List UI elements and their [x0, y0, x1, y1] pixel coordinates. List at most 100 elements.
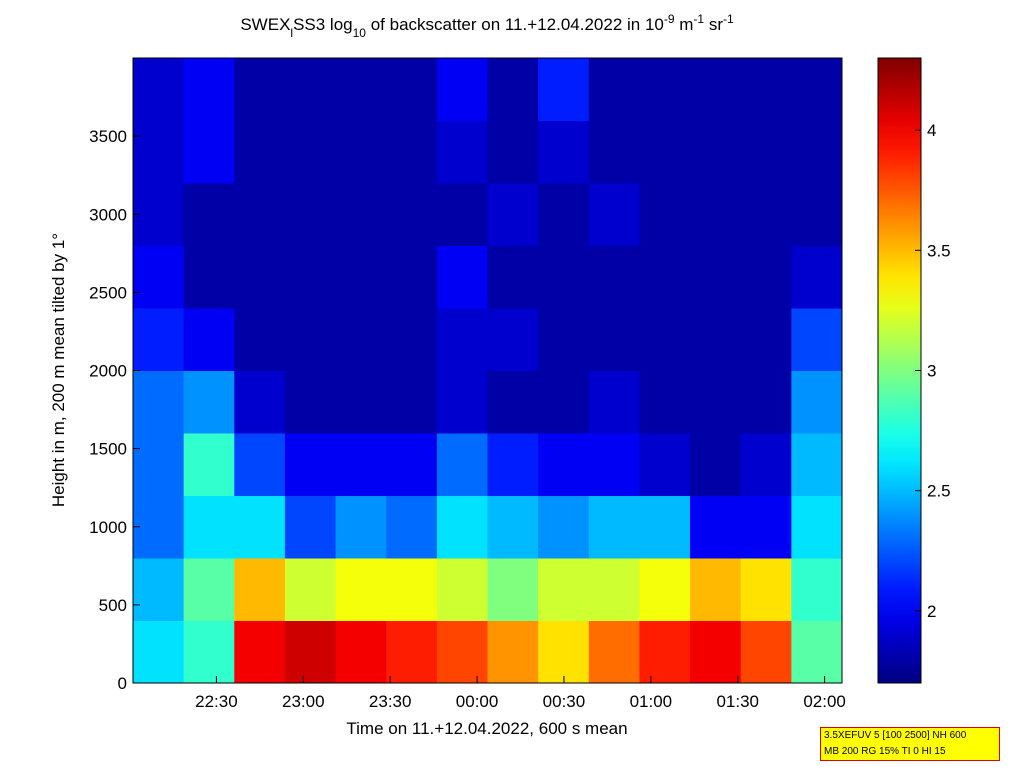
x-tick-label: 01:30	[716, 692, 759, 711]
heatmap-cell	[436, 558, 488, 621]
heatmap-cell	[588, 245, 640, 309]
heatmap-cell	[436, 495, 488, 559]
heatmap-cell	[284, 620, 337, 684]
heatmap-cell	[183, 120, 235, 184]
heatmap-cell	[436, 120, 488, 184]
heatmap-cell	[487, 58, 539, 121]
chart-title: SWEXlSS3 log10 of backscatter on 11.+12.…	[240, 12, 734, 40]
heatmap-cell	[386, 58, 438, 121]
heatmap-cell	[740, 308, 792, 371]
heatmap-cell	[639, 620, 691, 684]
heatmap-cell	[538, 433, 590, 496]
heatmap-cell	[335, 183, 387, 246]
y-tick-label: 500	[99, 596, 127, 615]
heatmap-cell	[740, 433, 792, 496]
y-tick-label: 1500	[89, 440, 127, 459]
heatmap-cell	[538, 558, 590, 621]
heatmap-cell	[183, 558, 235, 621]
heatmap-cell	[234, 308, 286, 371]
heatmap-cell	[538, 120, 590, 184]
heatmap-cell	[284, 183, 337, 246]
heatmap-cell	[436, 183, 488, 246]
y-tick-label: 1000	[89, 518, 127, 537]
title-part: of backscatter on 11.+12.04.2022 in 10	[366, 15, 664, 34]
heatmap-cell	[487, 370, 539, 434]
heatmap-cell	[284, 370, 337, 434]
heatmap-cell	[487, 495, 539, 559]
heatmap-cell	[436, 58, 488, 121]
title-part: SWEX	[240, 15, 290, 34]
colorbar-tick-label: 3.5	[927, 241, 951, 260]
heatmap-cell	[690, 495, 742, 559]
x-tick-label: 01:00	[630, 692, 673, 711]
heatmap-cell	[133, 58, 185, 121]
heatmap-cell	[690, 245, 742, 309]
heatmap-cell	[436, 245, 488, 309]
heatmap-cell	[183, 183, 235, 246]
heatmap-cell	[588, 370, 640, 434]
heatmap-cell	[133, 370, 185, 434]
heatmap-cell	[791, 558, 843, 621]
heatmap-cell	[386, 620, 438, 684]
heatmap-cell	[791, 308, 843, 371]
heatmap-cell	[690, 433, 742, 496]
heatmap-cell	[133, 620, 185, 684]
colorbar-tick-label: 3	[927, 362, 936, 381]
heatmap-cell	[284, 308, 337, 371]
heatmap-cell	[538, 370, 590, 434]
heatmap-cell	[740, 120, 792, 184]
heatmap-cell	[335, 433, 387, 496]
colorbar-tick-label: 4	[927, 121, 936, 140]
heatmap-cell	[183, 308, 235, 371]
heatmap-cell	[284, 120, 337, 184]
title-part: -1	[723, 12, 734, 26]
heatmap-cell	[690, 183, 742, 246]
info-line: 3.5XEFUV 5 [100 2500] NH 600	[824, 730, 967, 741]
heatmap-cell	[335, 245, 387, 309]
heatmap-cell	[639, 433, 691, 496]
heatmap-cell	[284, 58, 337, 121]
heatmap-cell	[234, 433, 286, 496]
heatmap-cell	[133, 308, 185, 371]
heatmap-cell	[487, 183, 539, 246]
heatmap-cell	[690, 120, 742, 184]
heatmap-cell	[791, 433, 843, 496]
heatmap-cell	[183, 620, 235, 684]
heatmap-cell	[386, 120, 438, 184]
heatmap-cell	[386, 495, 438, 559]
heatmap-cell	[133, 245, 185, 309]
heatmap-cell	[284, 495, 337, 559]
heatmap-cell	[335, 308, 387, 371]
heatmap-cell	[133, 120, 185, 184]
heatmap-cell	[487, 620, 539, 684]
heatmap-cell	[791, 495, 843, 559]
heatmap-cell	[487, 558, 539, 621]
info-box: 3.5XEFUV 5 [100 2500] NH 600 MB 200 RG 1…	[820, 727, 1000, 761]
heatmap-cell	[588, 308, 640, 371]
heatmap-cell	[234, 245, 286, 309]
heatmap-cell	[386, 183, 438, 246]
heatmap-cell	[740, 558, 792, 621]
heatmap-cell	[133, 183, 185, 246]
y-tick-label: 0	[118, 674, 127, 693]
heatmap-cell	[335, 620, 387, 684]
heatmap-cell	[183, 495, 235, 559]
heatmap-cell	[284, 433, 337, 496]
heatmap-cell	[386, 558, 438, 621]
heatmap-cell	[538, 245, 590, 309]
title-part: sr	[704, 15, 723, 34]
heatmap-cell	[133, 433, 185, 496]
heatmap-cell	[538, 58, 590, 121]
heatmap-cell	[740, 58, 792, 121]
heatmap-cell	[639, 558, 691, 621]
y-tick-label: 3000	[89, 205, 127, 224]
heatmap-cell	[538, 308, 590, 371]
heatmap-cell	[386, 433, 438, 496]
title-part: m	[675, 15, 694, 34]
heatmap-cell	[183, 245, 235, 309]
heatmap-cell	[538, 495, 590, 559]
heatmap-cell	[791, 183, 843, 246]
colorbar	[877, 57, 922, 684]
